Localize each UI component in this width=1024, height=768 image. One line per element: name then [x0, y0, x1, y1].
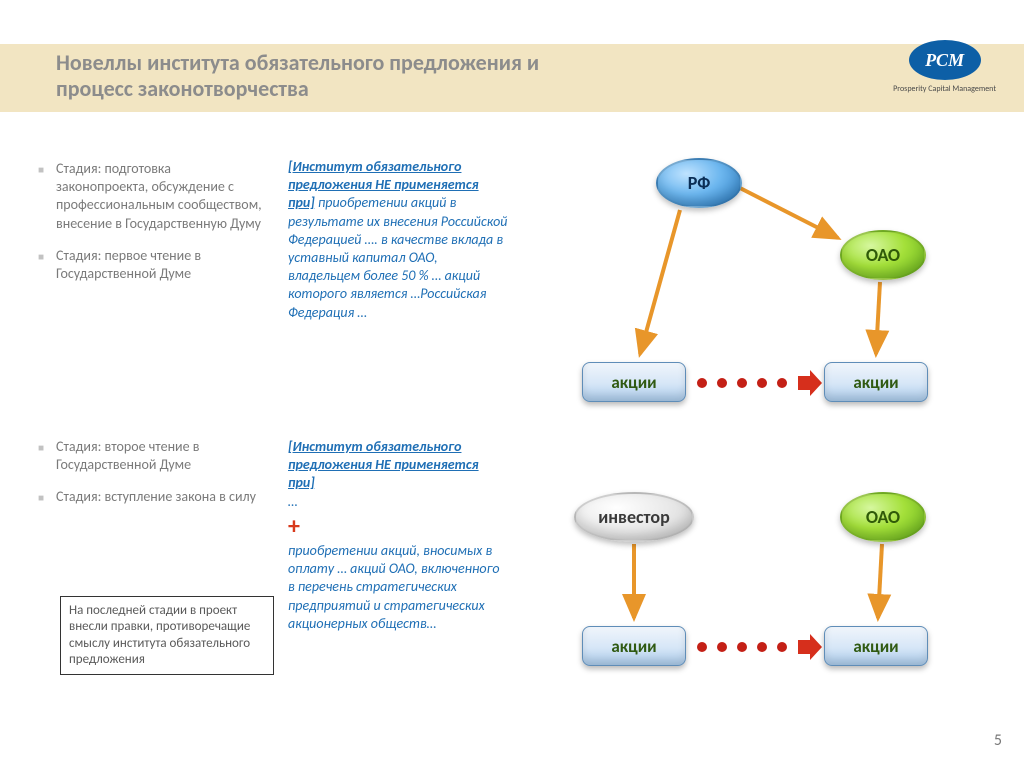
- dot-icon: [717, 642, 727, 652]
- bullet-item: Стадия: первое чтение в Государственной …: [56, 247, 266, 283]
- bullet-item: Стадия: вступление закона в силу: [56, 488, 266, 506]
- dot-icon: [777, 378, 787, 388]
- mid-link: [Институт обязательного предложения НЕ п…: [288, 438, 508, 493]
- mid-body: приобретении акций в результате их внесе…: [288, 194, 507, 320]
- mid-block-bottom: [Институт обязательного предложения НЕ п…: [288, 438, 508, 633]
- node-rf: РФ: [656, 158, 742, 208]
- dot-icon: [697, 378, 707, 388]
- diagram-top: РФ ОАО акции акции: [540, 158, 980, 418]
- node-shares-left: акции: [582, 362, 686, 402]
- node-oao: ОАО: [840, 492, 926, 542]
- dot-icon: [757, 378, 767, 388]
- plus-icon: +: [288, 511, 508, 542]
- page-title: Новеллы института обязательного предложе…: [56, 50, 576, 103]
- dot-icon: [697, 642, 707, 652]
- node-shares-right: акции: [824, 626, 928, 666]
- logo: PCM Prosperity Capital Management: [893, 40, 996, 94]
- arrow-oao-shares: [878, 544, 882, 618]
- diagram-bottom: инвестор ОАО акции акции: [540, 492, 980, 682]
- mid-block-top: [Институт обязательного предложения НЕ п…: [288, 158, 508, 322]
- bullet-item: Стадия: второе чтение в Государственной …: [56, 438, 266, 474]
- dot-icon: [777, 642, 787, 652]
- arrow-rf-oao: [740, 188, 838, 238]
- arrow-oao-shares: [876, 282, 880, 354]
- node-oao: ОАО: [840, 230, 926, 280]
- red-arrow-icon: [798, 370, 822, 396]
- arrow-rf-shares: [640, 210, 680, 354]
- bullets-bottom: Стадия: второе чтение в Государственной …: [56, 438, 266, 521]
- logo-mark: PCM: [909, 40, 981, 80]
- dot-icon: [737, 642, 747, 652]
- mid-body: приобретении акций, вносимых в оплату … …: [288, 542, 508, 633]
- slide-number: 5: [994, 731, 1002, 750]
- bullet-item: Стадия: подготовка законопроекта, обсужд…: [56, 160, 266, 233]
- bullets-top: Стадия: подготовка законопроекта, обсужд…: [56, 160, 266, 297]
- note-box: На последней стадии в проект внесли прав…: [60, 596, 274, 675]
- node-investor: инвестор: [574, 492, 694, 542]
- mid-ellipsis: …: [288, 493, 508, 511]
- logo-subtitle: Prosperity Capital Management: [893, 84, 996, 94]
- node-shares-left: акции: [582, 626, 686, 666]
- dot-icon: [757, 642, 767, 652]
- dot-icon: [717, 378, 727, 388]
- node-shares-right: акции: [824, 362, 928, 402]
- dot-icon: [737, 378, 747, 388]
- red-arrow-icon: [798, 634, 822, 660]
